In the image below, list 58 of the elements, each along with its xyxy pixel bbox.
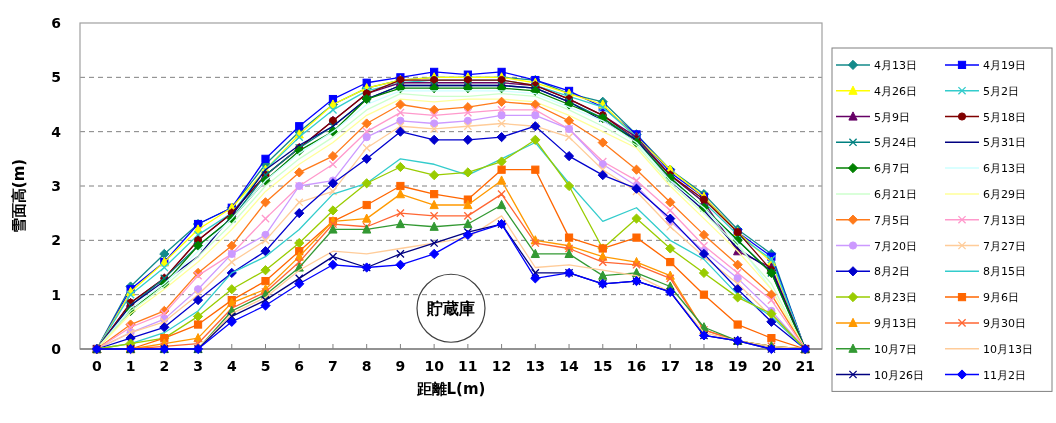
x-tick-label: 14 xyxy=(559,358,580,374)
legend-label: 7月5日 xyxy=(874,213,910,227)
y-tick-label: 0 xyxy=(51,341,62,357)
x-axis-title: 距離L(m) xyxy=(415,380,486,398)
x-tick-label: 13 xyxy=(525,358,546,374)
legend-label: 6月13日 xyxy=(983,162,1026,176)
legend-label: 5月31日 xyxy=(983,136,1026,150)
x-tick-label: 12 xyxy=(491,358,512,374)
legend-label: 7月27日 xyxy=(983,239,1026,253)
y-tick-label: 1 xyxy=(51,286,61,303)
x-tick-label: 4 xyxy=(226,358,237,374)
legend-label: 6月21日 xyxy=(874,187,917,201)
y-axis-title: 雪面高(m) xyxy=(10,158,28,234)
legend-label: 4月26日 xyxy=(874,84,917,98)
legend-label: 10月7日 xyxy=(874,342,917,356)
legend-label: 4月19日 xyxy=(983,58,1026,72)
legend-label: 9月6日 xyxy=(983,291,1019,305)
legend-label: 11月2日 xyxy=(983,368,1026,382)
legend-label: 7月13日 xyxy=(983,213,1026,227)
x-tick-label: 16 xyxy=(626,358,647,374)
y-tick-label: 4 xyxy=(51,123,62,140)
x-tick-label: 11 xyxy=(458,358,478,374)
legend-label: 5月24日 xyxy=(874,136,917,150)
x-tick-label: 6 xyxy=(294,358,305,374)
legend-label: 10月26日 xyxy=(874,368,924,382)
x-tick-label: 20 xyxy=(761,358,782,374)
x-tick-label: 10 xyxy=(424,358,445,374)
legend-label: 5月9日 xyxy=(874,110,910,124)
legend-label: 4月13日 xyxy=(874,58,917,72)
y-tick-label: 3 xyxy=(51,178,61,194)
legend-label: 8月23日 xyxy=(874,291,917,305)
legend-label: 6月7日 xyxy=(874,162,910,176)
x-tick-label: 7 xyxy=(328,358,338,374)
x-tick-label: 1 xyxy=(125,358,136,374)
y-tick-label: 5 xyxy=(51,69,61,86)
legend-label: 5月18日 xyxy=(983,110,1026,124)
x-tick-label: 18 xyxy=(694,358,714,374)
legend-label: 5月2日 xyxy=(983,84,1019,98)
legend-label: 9月30日 xyxy=(983,316,1026,330)
legend-label: 8月15日 xyxy=(983,265,1026,279)
y-tick-label: 2 xyxy=(51,232,61,249)
x-tick-label: 2 xyxy=(159,358,170,374)
x-tick-label: 3 xyxy=(193,358,203,374)
legend-label: 6月29日 xyxy=(983,187,1026,201)
x-tick-label: 9 xyxy=(395,358,406,374)
x-tick-label: 5 xyxy=(260,358,271,374)
legend-label: 10月13日 xyxy=(983,342,1033,356)
annotation: 貯蔵庫 xyxy=(426,299,475,319)
x-tick-label: 21 xyxy=(795,358,815,374)
y-tick-label: 6 xyxy=(51,15,61,31)
legend-label: 7月20日 xyxy=(874,239,917,253)
x-tick-label: 8 xyxy=(361,358,372,374)
x-tick-label: 0 xyxy=(91,358,102,374)
x-tick-label: 19 xyxy=(727,358,748,374)
x-tick-label: 17 xyxy=(660,358,680,374)
legend-label: 8月2日 xyxy=(874,265,910,279)
x-tick-label: 15 xyxy=(593,358,613,374)
legend-label: 9月13日 xyxy=(874,316,917,330)
